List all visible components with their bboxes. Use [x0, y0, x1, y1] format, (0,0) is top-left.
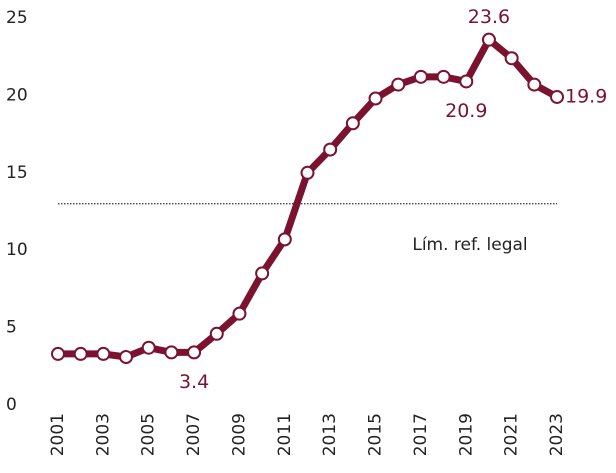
y-tick-label: 0	[6, 395, 17, 415]
point	[323, 142, 338, 157]
y-tick-label: 25	[6, 8, 28, 28]
x-tick-label: 2017	[411, 413, 431, 456]
point	[481, 32, 496, 47]
point	[459, 74, 474, 89]
point	[391, 77, 406, 92]
x-tick-label: 2003	[93, 413, 113, 456]
x-tick-label: 2011	[275, 413, 295, 456]
reference-label: Lím. ref. legal	[412, 235, 527, 255]
data-label: 19.9	[565, 85, 607, 107]
point	[550, 89, 564, 104]
point	[368, 91, 383, 106]
x-tick-label: 2001	[48, 413, 68, 456]
y-tick-label: 20	[6, 85, 28, 105]
x-tick-label: 2009	[229, 413, 249, 456]
point	[413, 69, 428, 84]
point	[504, 51, 519, 66]
point	[73, 346, 88, 361]
point	[164, 345, 179, 360]
x-tick-label: 2005	[139, 413, 159, 456]
data-label: 3.4	[179, 371, 209, 393]
point	[51, 346, 65, 361]
point	[187, 345, 202, 360]
data-label: 23.6	[468, 6, 510, 28]
x-tick-label: 2021	[502, 413, 522, 456]
x-tick-label: 2019	[456, 413, 476, 456]
x-tick-label: 2015	[366, 413, 386, 456]
point	[277, 232, 292, 247]
x-tick-label: 2013	[320, 413, 340, 456]
x-tick-label: 2023	[547, 413, 567, 456]
point	[436, 69, 451, 84]
point	[209, 326, 224, 341]
point	[119, 350, 134, 365]
point	[96, 346, 111, 361]
x-tick-label: 2007	[184, 413, 204, 456]
line	[58, 36, 559, 361]
point	[255, 266, 270, 281]
point	[527, 77, 542, 92]
data-label: 20.9	[445, 100, 487, 122]
point	[345, 116, 360, 131]
y-tick-label: 10	[6, 240, 28, 260]
y-tick-label: 15	[6, 163, 28, 183]
point	[141, 340, 156, 355]
point	[232, 306, 247, 321]
point	[300, 165, 315, 180]
y-tick-label: 5	[6, 318, 17, 338]
